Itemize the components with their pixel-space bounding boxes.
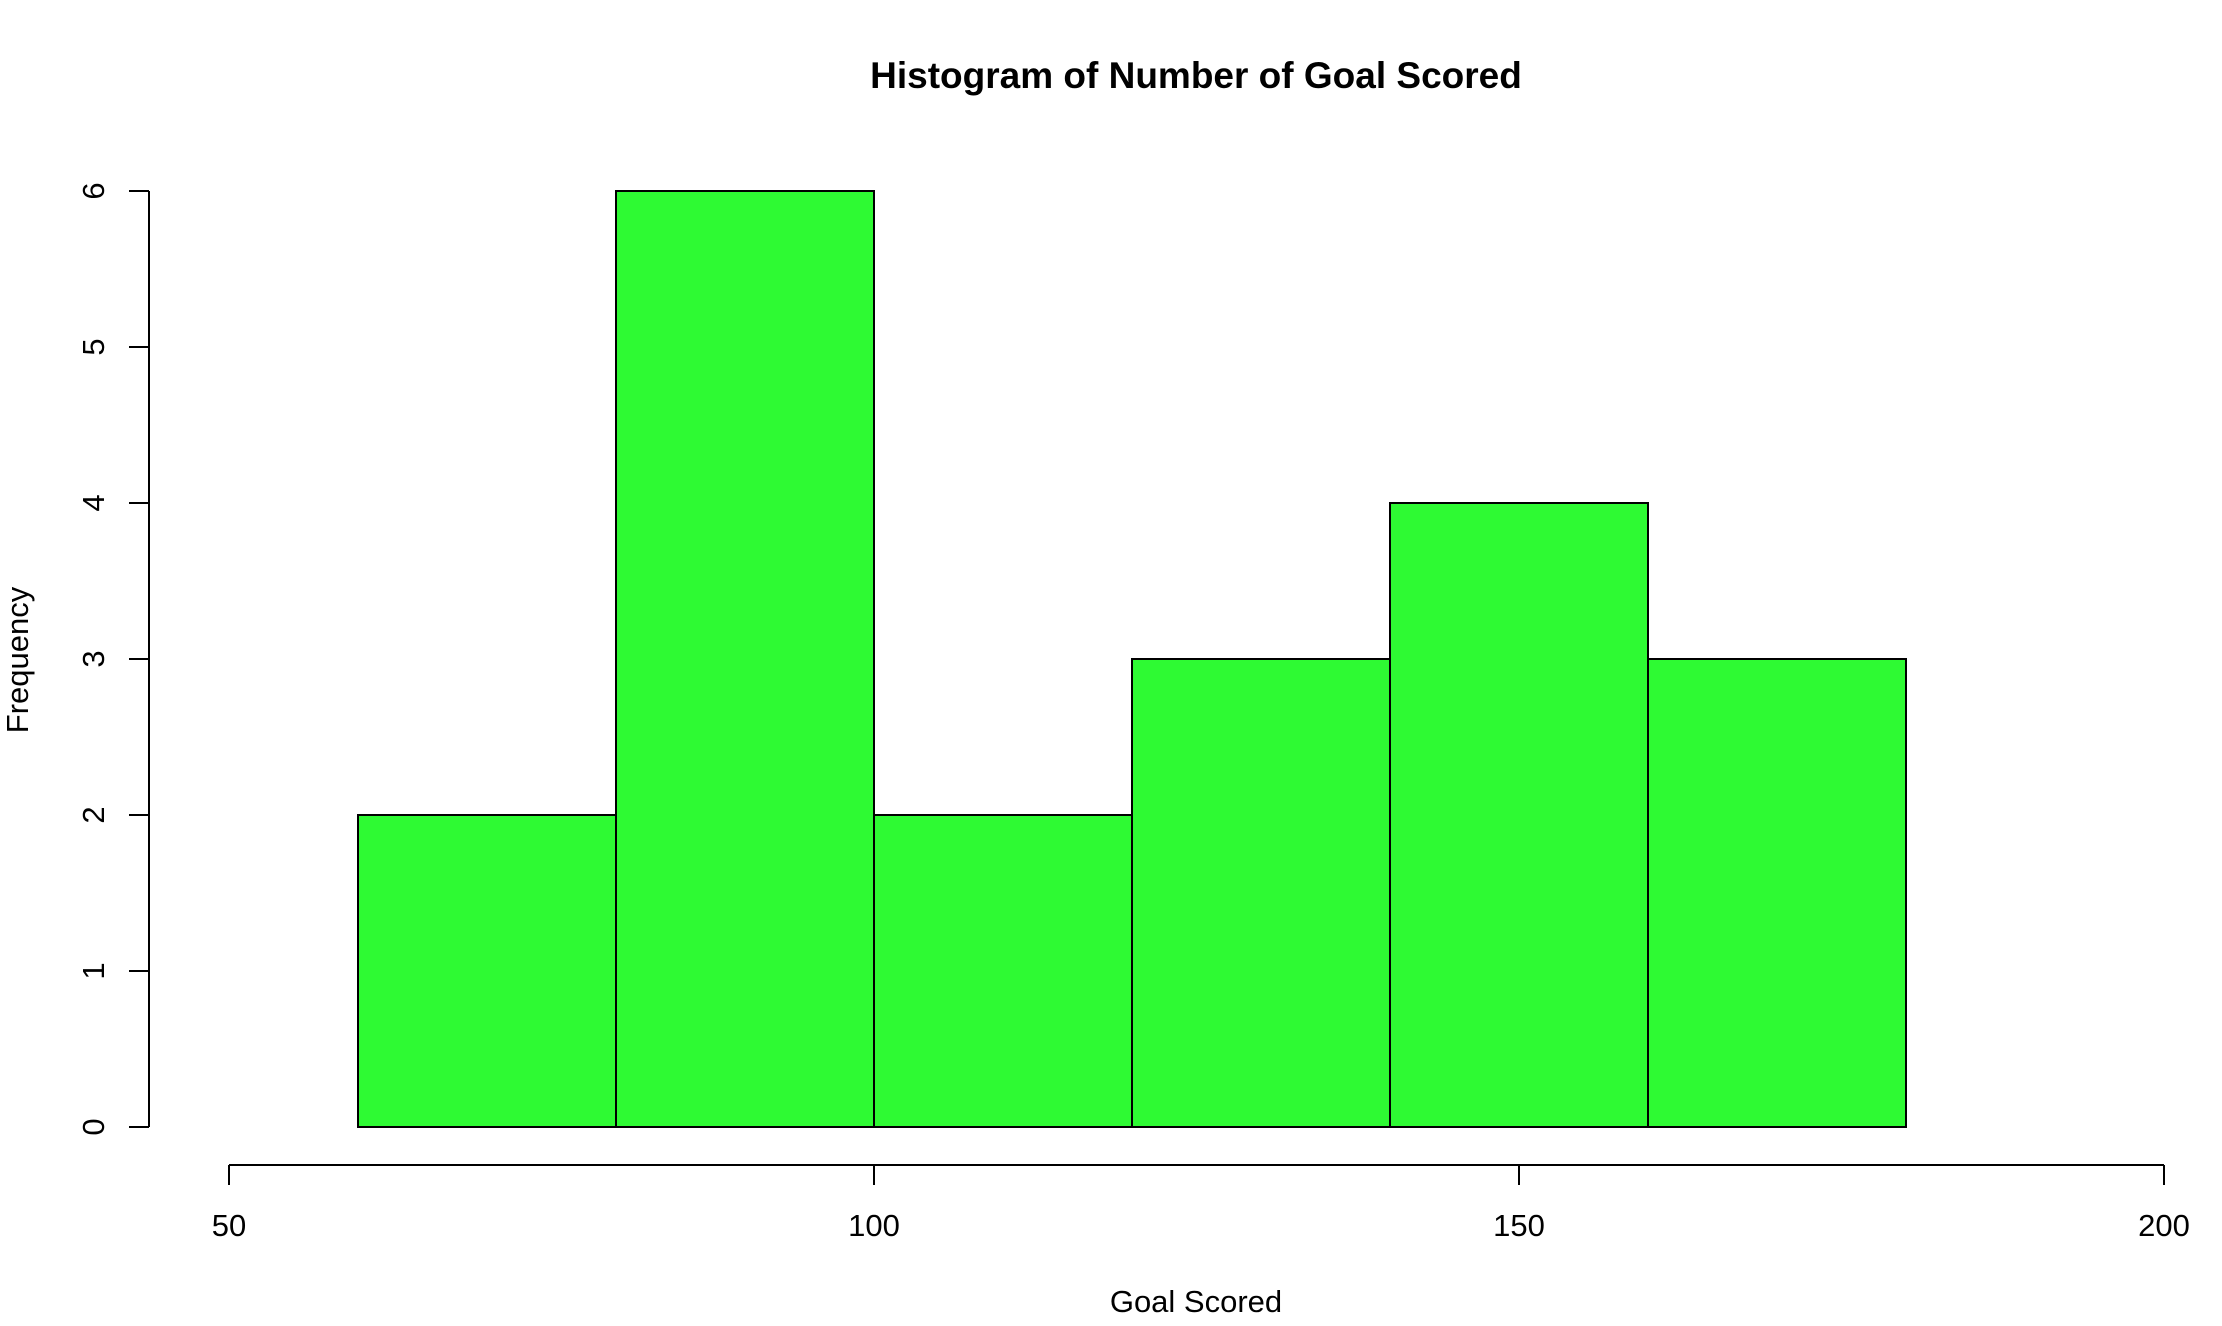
y-tick-label: 4	[76, 494, 111, 511]
y-tick-label: 2	[76, 806, 111, 823]
y-tick-label: 3	[76, 650, 111, 667]
y-tick-label: 5	[76, 338, 111, 355]
histogram-bar-3	[873, 814, 1133, 1128]
x-tick-label: 150	[1493, 1208, 1545, 1243]
x-tick-label: 200	[2138, 1208, 2190, 1243]
y-axis: 0 1 2 3 4 5 6	[76, 182, 150, 1136]
histogram-bar-4	[1131, 658, 1391, 1128]
x-axis-label: Goal Scored	[1110, 1284, 1282, 1319]
y-tick-label: 6	[76, 182, 111, 199]
y-tick-label: 1	[76, 962, 111, 979]
histogram-bar-5	[1389, 502, 1649, 1128]
y-axis-label: Frequency	[0, 586, 35, 733]
y-tick-label: 0	[76, 1118, 111, 1135]
histogram-bar-1	[357, 814, 617, 1128]
histogram-bar-6	[1647, 658, 1907, 1128]
histogram-bars	[357, 190, 1907, 1128]
x-axis: 50 100 150 200	[212, 1164, 2190, 1243]
x-tick-label: 100	[848, 1208, 900, 1243]
chart-title: Histogram of Number of Goal Scored	[870, 55, 1522, 96]
histogram-bar-2	[615, 190, 875, 1128]
x-tick-label: 50	[212, 1208, 246, 1243]
